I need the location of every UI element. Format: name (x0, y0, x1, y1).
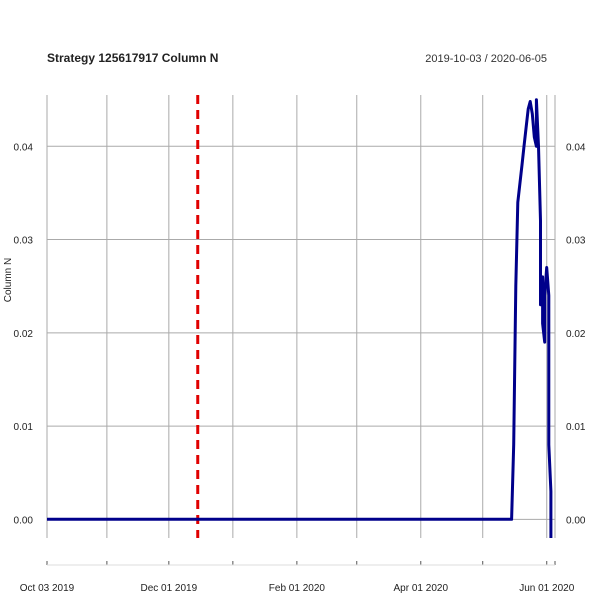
y-tick-label: 0.02 (566, 329, 586, 340)
series-line (47, 98, 553, 538)
x-tick-label: Oct 03 2019 (20, 583, 75, 594)
y-tick-label: 0.01 (14, 422, 34, 433)
y-tick-label: 0.00 (14, 515, 34, 526)
series-lines (47, 98, 553, 538)
y-tick-labels-left: 0.00 0.01 0.02 0.03 0.04 (14, 142, 34, 526)
x-tick-label: Apr 01 2020 (394, 583, 449, 594)
x-grid (46, 95, 556, 538)
y-tick-labels-right: 0.00 0.01 0.02 0.03 0.04 (566, 142, 586, 526)
chart-title: Strategy 125617917 Column N (47, 51, 218, 65)
y-tick-label: 0.03 (14, 236, 34, 247)
y-tick-label: 0.03 (566, 236, 586, 247)
y-grid (47, 145, 555, 520)
y-tick-label: 0.04 (14, 142, 34, 153)
y-axis-label: Column N (3, 258, 14, 302)
x-axis: Oct 03 2019 Dec 01 2019 Feb 01 2020 Apr 01 … (20, 561, 575, 594)
y-tick-label: 0.02 (14, 329, 34, 340)
y-tick-label: 0.00 (566, 515, 586, 526)
y-tick-label: 0.01 (566, 422, 586, 433)
x-tick-label: Dec 01 2019 (140, 583, 197, 594)
x-tick-label: Jun 01 2020 (519, 583, 574, 594)
y-tick-label: 0.04 (566, 142, 586, 153)
x-tick-label: Feb 01 2020 (269, 583, 326, 594)
date-range: 2019-10-03 / 2020-06-05 (425, 53, 547, 65)
